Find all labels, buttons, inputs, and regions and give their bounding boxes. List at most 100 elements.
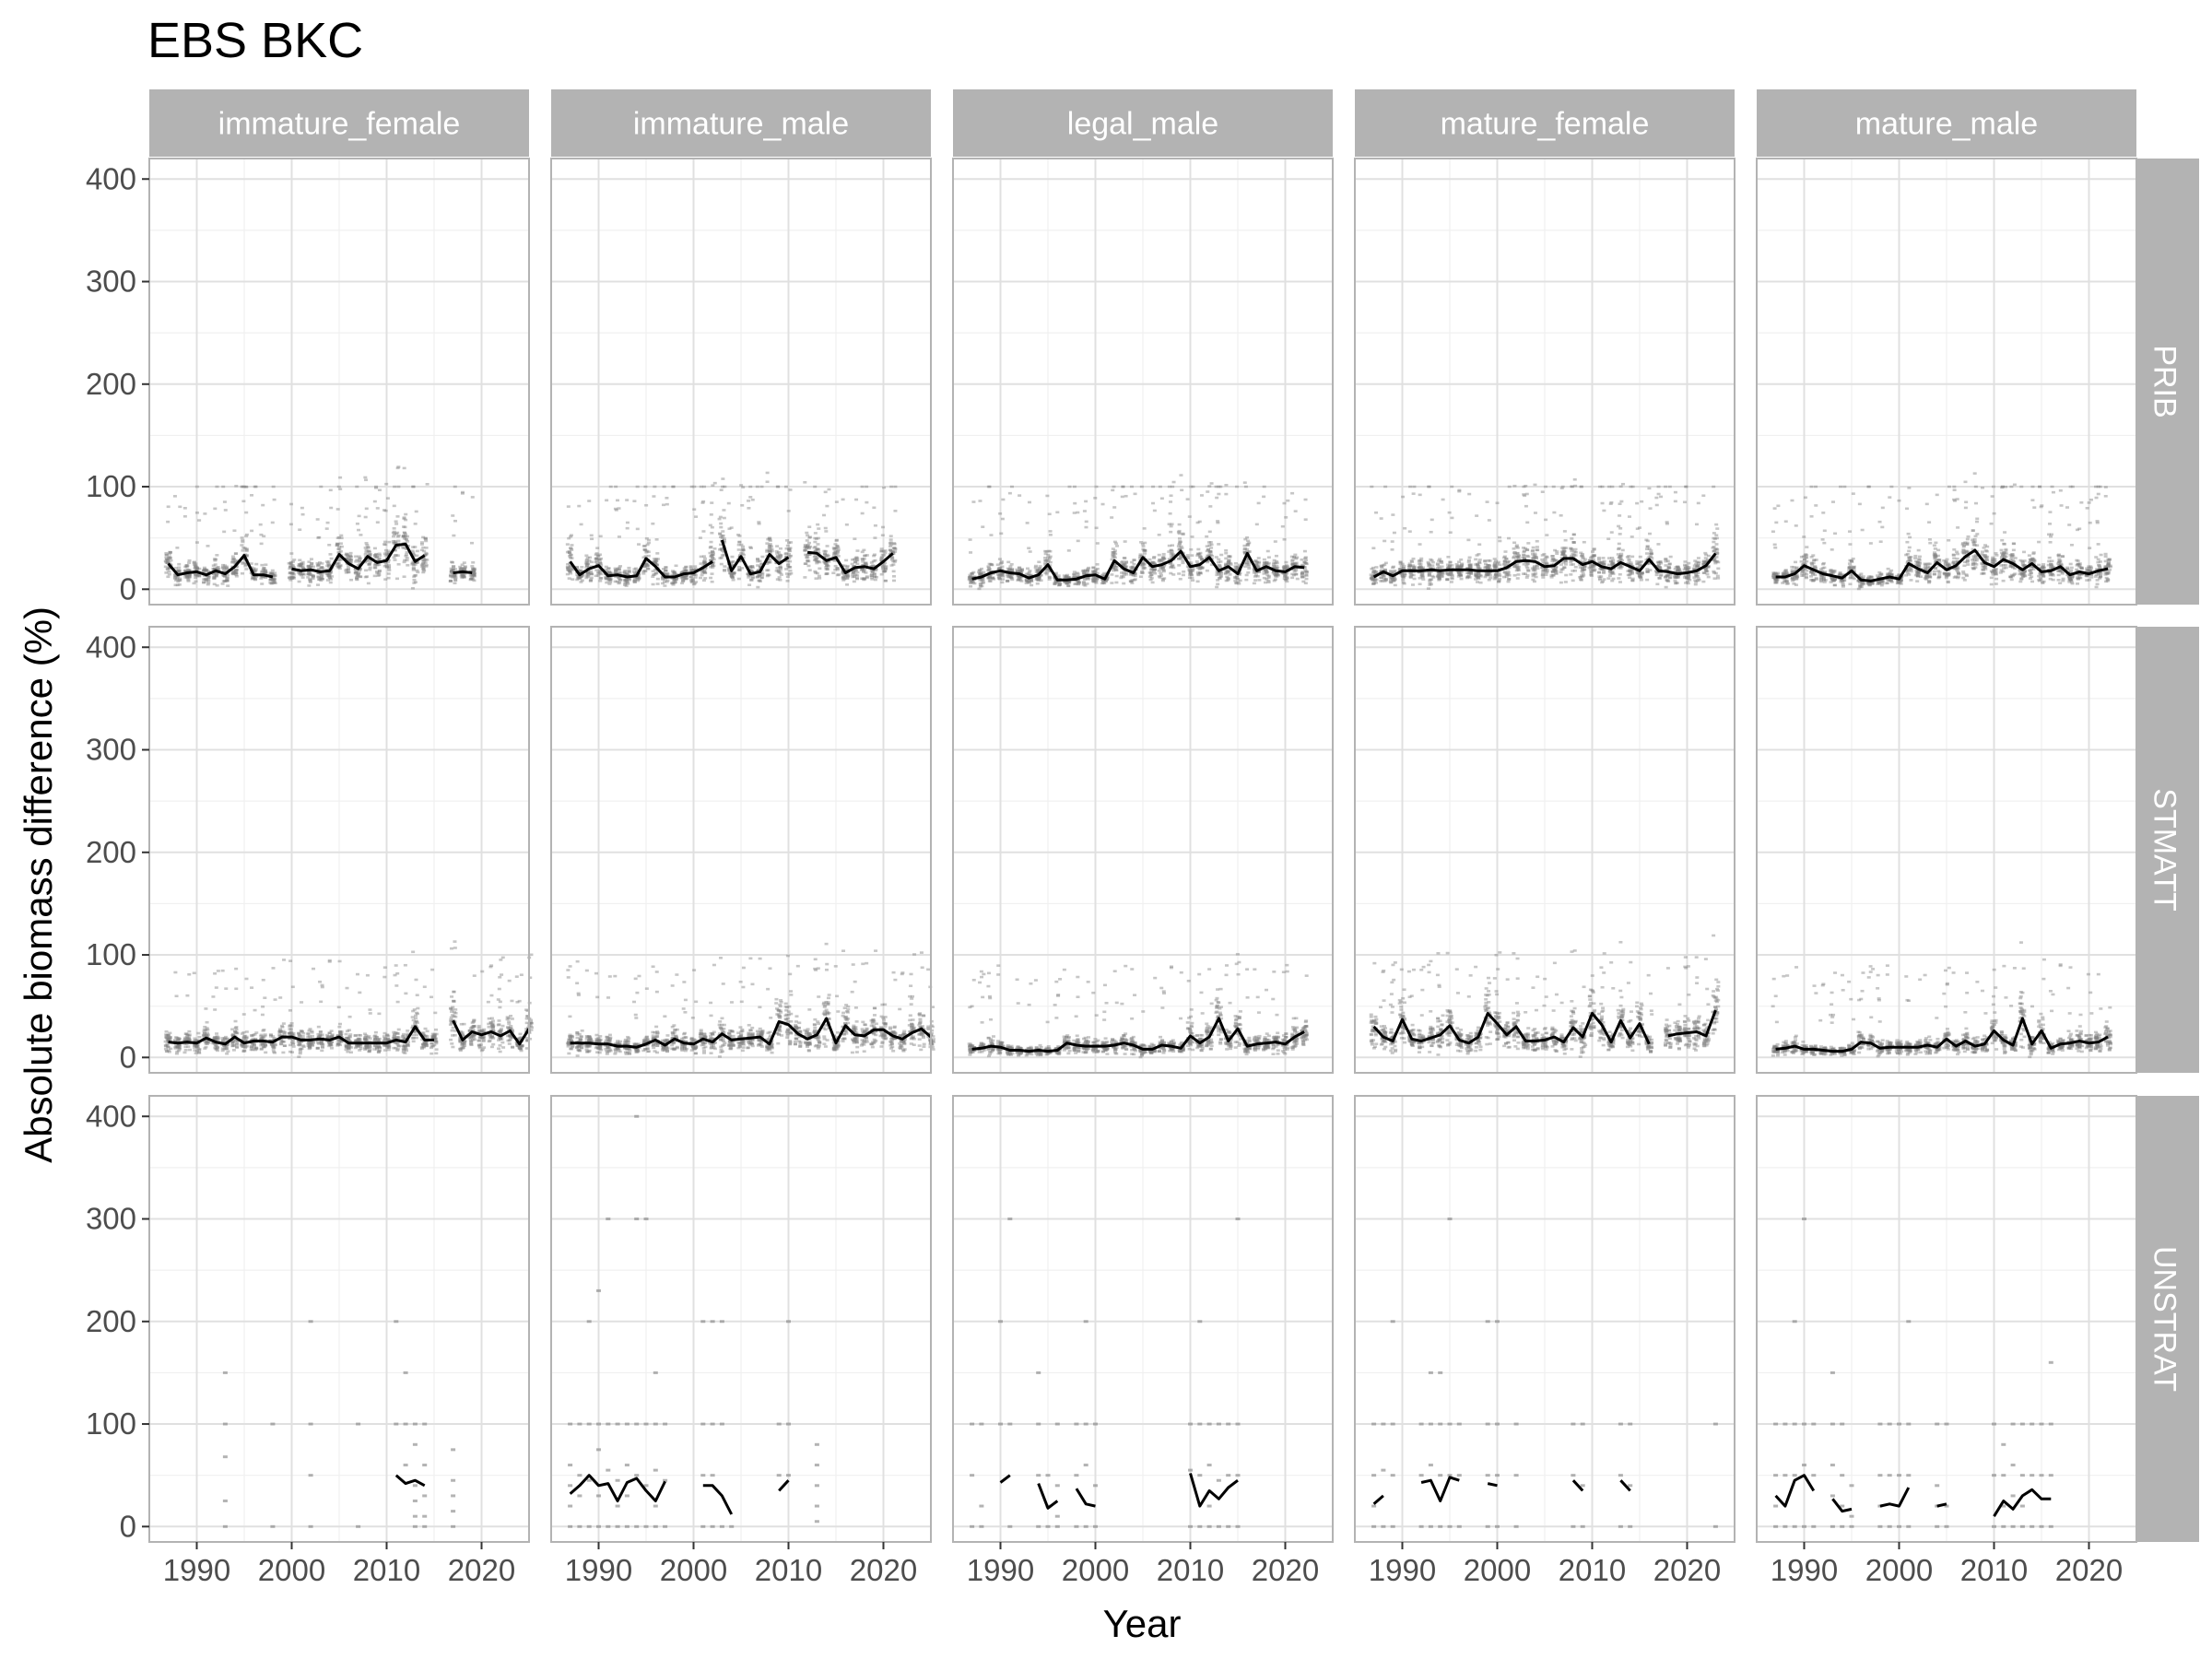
data-point	[411, 561, 416, 565]
panel-PRIB-immature_male	[550, 158, 932, 606]
data-point	[167, 555, 171, 559]
data-point	[1077, 581, 1081, 584]
data-point	[186, 569, 191, 571]
data-point	[671, 571, 676, 574]
data-point	[1582, 540, 1586, 544]
data-point	[1282, 501, 1287, 505]
data-point	[670, 582, 675, 585]
data-point	[1218, 565, 1222, 569]
data-point	[596, 571, 601, 575]
data-point	[415, 561, 419, 564]
data-point	[1224, 484, 1229, 487]
data-point	[766, 537, 771, 541]
data-point	[290, 571, 295, 575]
data-point	[164, 553, 169, 557]
data-point	[372, 554, 377, 557]
data-point	[635, 527, 640, 531]
data-point	[215, 566, 219, 570]
data-point	[402, 547, 406, 550]
data-point	[367, 550, 371, 554]
data-point	[222, 500, 227, 503]
data-point	[394, 523, 399, 525]
data-point	[1522, 562, 1526, 566]
data-point	[403, 533, 407, 535]
data-point	[298, 562, 302, 566]
data-point	[624, 584, 629, 587]
data-point	[316, 576, 321, 579]
data-point	[688, 565, 693, 568]
data-point	[1217, 558, 1221, 561]
data-point	[339, 536, 344, 540]
data-point	[589, 565, 594, 568]
data-point	[614, 569, 618, 572]
data-point	[307, 560, 312, 563]
data-point	[882, 486, 887, 489]
data-point	[1541, 571, 1546, 574]
data-point	[1292, 562, 1297, 565]
data-point	[358, 559, 362, 562]
data-point	[646, 554, 651, 558]
data-point	[449, 570, 453, 573]
data-point	[1030, 583, 1034, 587]
data-point	[213, 568, 218, 571]
facet-panels: immature_female immature_male legal_male ma…	[86, 89, 2199, 1587]
data-point	[1048, 534, 1053, 536]
data-point	[272, 579, 276, 582]
data-point	[664, 566, 668, 569]
data-point	[1514, 544, 1519, 547]
data-point	[1158, 485, 1162, 488]
data-point	[567, 536, 571, 540]
data-point	[1608, 572, 1613, 575]
data-point	[1189, 547, 1194, 551]
data-point	[873, 524, 877, 527]
data-point	[354, 571, 359, 575]
data-point	[184, 564, 189, 567]
data-point	[377, 552, 382, 556]
data-point	[585, 571, 590, 574]
data-point	[1274, 554, 1278, 558]
data-point	[1487, 559, 1491, 562]
data-point	[368, 553, 372, 556]
data-point	[1532, 580, 1536, 583]
data-point	[1477, 543, 1482, 547]
data-point	[584, 559, 589, 561]
data-point	[860, 558, 865, 560]
data-point	[260, 575, 265, 579]
data-point	[221, 573, 226, 577]
data-point	[617, 571, 621, 574]
data-point	[325, 579, 330, 582]
data-point	[182, 570, 187, 572]
data-point	[589, 560, 594, 564]
data-point	[364, 507, 369, 511]
data-point	[710, 580, 714, 583]
data-point	[786, 510, 791, 512]
data-point	[1262, 495, 1266, 499]
data-point	[168, 557, 172, 560]
data-point	[264, 571, 268, 574]
data-point	[853, 537, 857, 541]
data-point	[774, 570, 779, 572]
data-point	[226, 573, 230, 577]
data-point	[451, 568, 455, 571]
data-point	[644, 550, 649, 554]
data-point	[765, 480, 770, 484]
data-point	[383, 560, 388, 564]
data-point	[608, 577, 613, 581]
data-point	[737, 540, 742, 544]
data-point	[1219, 553, 1224, 557]
data-point	[415, 554, 419, 558]
data-point	[1169, 494, 1173, 498]
data-point	[194, 574, 198, 577]
data-point	[1084, 525, 1088, 529]
data-point	[834, 539, 839, 542]
data-point	[269, 582, 274, 585]
data-point	[449, 570, 453, 572]
data-point	[336, 556, 341, 559]
data-point	[622, 571, 627, 573]
data-point	[310, 561, 314, 565]
data-point	[296, 571, 300, 574]
data-point	[1435, 563, 1440, 567]
data-point	[233, 569, 238, 572]
data-point	[709, 513, 713, 516]
data-point	[701, 579, 706, 582]
